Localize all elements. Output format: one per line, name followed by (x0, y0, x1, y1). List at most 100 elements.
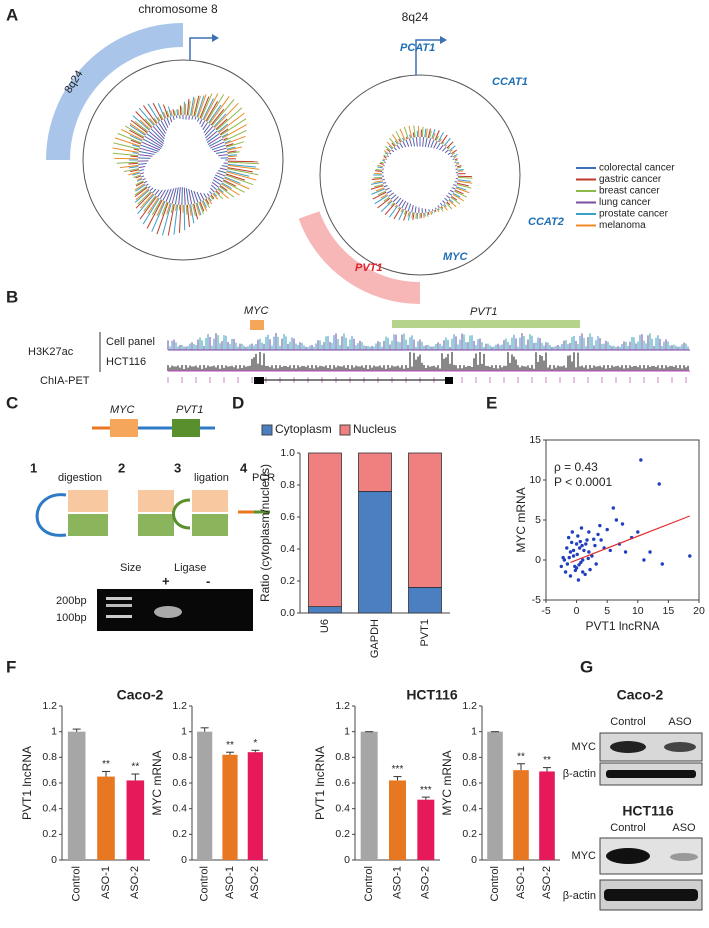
spike (201, 200, 208, 212)
significance: * (253, 738, 257, 749)
y-tick-label: 1 (344, 725, 350, 737)
point (599, 538, 603, 542)
lane-label: Control (610, 716, 645, 728)
gel-band (154, 606, 182, 618)
spike (456, 165, 462, 168)
tss-arrow (189, 37, 212, 60)
spike (144, 118, 153, 128)
point (576, 578, 581, 582)
point (573, 564, 577, 569)
spike (403, 126, 409, 140)
x-tick-label: Control (71, 866, 83, 901)
spike (440, 134, 448, 144)
bar (197, 731, 213, 860)
y-tick-label: 1.2 (172, 700, 187, 712)
spike (431, 128, 436, 140)
spike (205, 128, 216, 139)
bar (222, 754, 238, 860)
panel-label: A (6, 5, 18, 24)
spike (442, 204, 448, 211)
spike (436, 208, 440, 213)
spike (225, 173, 246, 181)
spike (422, 137, 425, 147)
point (574, 542, 579, 546)
gene-label: MYC (110, 404, 135, 416)
plot-frame (545, 439, 700, 601)
point (567, 555, 571, 560)
spike (189, 204, 192, 216)
x-tick-label: ASO-1 (391, 866, 403, 899)
point (590, 554, 594, 558)
spike (221, 165, 228, 167)
x-tick-label: ASO-2 (129, 866, 141, 899)
spike (453, 153, 458, 158)
bar-segment (408, 587, 442, 614)
panel-label: B (6, 287, 18, 306)
spike (226, 146, 242, 151)
x-tick-label: 20 (693, 605, 705, 617)
spike (167, 106, 172, 117)
spike (457, 180, 473, 184)
point (579, 560, 583, 565)
point (648, 550, 652, 554)
bar-segment (358, 490, 392, 614)
spike (183, 187, 186, 205)
spike (452, 158, 455, 161)
legend-label: Nucleus (353, 422, 396, 436)
spike (383, 154, 387, 158)
point (587, 530, 591, 534)
spike (442, 200, 446, 204)
spike (449, 189, 455, 193)
y-axis-label: Ratio (cytoplasm/nucleus) (258, 464, 272, 602)
loop (172, 498, 191, 530)
spike (119, 164, 139, 169)
spike (188, 188, 193, 205)
spike (146, 133, 164, 146)
spike (439, 206, 444, 212)
spike (392, 134, 400, 144)
spike (214, 102, 239, 129)
point (576, 534, 580, 538)
spike (444, 149, 449, 154)
bar-segment (408, 452, 442, 588)
spike (209, 191, 213, 195)
spike (116, 161, 139, 164)
spike (389, 137, 397, 147)
gene-label: PCAT1 (400, 42, 435, 54)
spike (385, 158, 388, 160)
spike (227, 168, 259, 176)
spike (191, 115, 194, 120)
spike (377, 190, 386, 196)
spike (218, 154, 228, 157)
spike (147, 197, 159, 214)
legend-label: melanoma (599, 220, 646, 231)
spike (450, 196, 461, 205)
fragment (68, 490, 108, 512)
spike (170, 203, 174, 213)
spike (206, 133, 220, 143)
spike (427, 138, 432, 148)
spike (226, 146, 236, 150)
spike (135, 180, 144, 186)
spike (132, 115, 150, 131)
spike (390, 202, 395, 207)
spike (223, 179, 237, 187)
spike (130, 139, 142, 145)
step-label: digestion (58, 472, 102, 484)
spike (129, 129, 144, 139)
legend-swatch (261, 424, 273, 436)
gel-band (106, 615, 132, 618)
spike (373, 176, 383, 179)
point (657, 482, 661, 486)
tss-arrow (212, 34, 219, 42)
spike (166, 117, 171, 126)
significance: ** (517, 751, 525, 762)
spike (215, 190, 221, 195)
region-arc (298, 211, 421, 304)
spike (370, 185, 384, 190)
spike (137, 194, 155, 215)
spike (195, 202, 200, 216)
spike (112, 152, 139, 157)
y-tick-label: 0.2 (280, 575, 295, 587)
spike (386, 148, 391, 153)
